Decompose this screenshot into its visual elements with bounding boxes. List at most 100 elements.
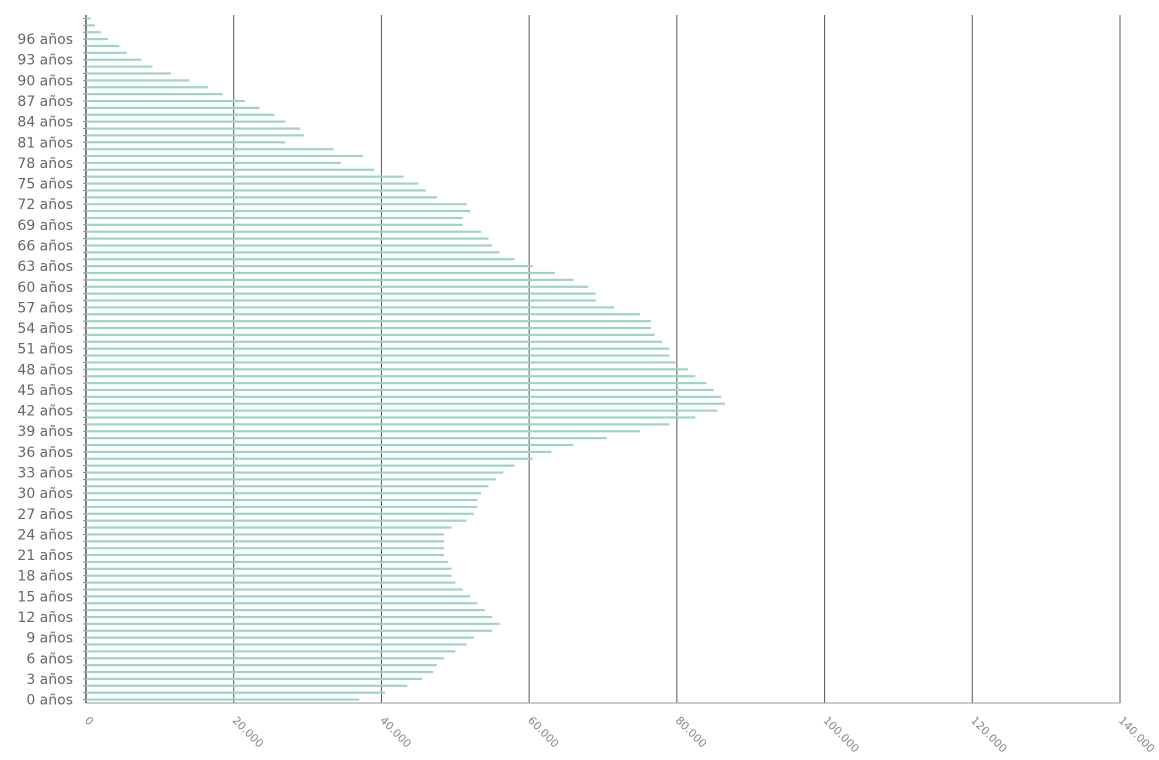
- bar: [86, 560, 448, 564]
- bar: [86, 657, 445, 660]
- bar: [86, 86, 208, 89]
- y-axis-labels: 0 años 3 años 6 años 9 años 12 años 15 años 18…: [17, 32, 73, 708]
- y-tick-label: 87 años: [17, 94, 73, 110]
- y-tick-label: 33 años: [17, 466, 73, 482]
- bar: [86, 65, 153, 68]
- bar: [86, 629, 493, 632]
- x-tick-label: 60.000: [525, 714, 561, 750]
- bar: [86, 113, 275, 116]
- bar: [86, 106, 260, 109]
- bar: [86, 636, 474, 639]
- bar: [86, 595, 471, 598]
- bar: [86, 285, 589, 288]
- bar: [86, 258, 515, 261]
- y-tick-label: 6 años: [26, 651, 73, 667]
- bar: [86, 533, 445, 536]
- y-tick-label: 69 años: [17, 218, 73, 234]
- bar: [86, 381, 707, 385]
- bar: [86, 416, 696, 419]
- bar: [86, 691, 386, 694]
- y-tick-label: 48 años: [17, 362, 73, 378]
- y-tick-label: 27 años: [17, 507, 73, 523]
- gridlines: [85, 15, 1121, 704]
- y-tick-label: 51 años: [17, 342, 73, 358]
- bar: [86, 175, 404, 178]
- bar: [86, 58, 142, 61]
- bar: [86, 492, 482, 495]
- bar: [86, 609, 485, 612]
- bar: [86, 251, 500, 254]
- y-tick-label: 3 años: [26, 672, 73, 688]
- x-tick-label: 80.000: [673, 714, 709, 750]
- bar: [86, 161, 341, 165]
- bar: [86, 134, 304, 137]
- y-tick-label: 12 años: [17, 610, 73, 626]
- y-tick-label: 36 años: [17, 445, 73, 461]
- bar: [86, 127, 301, 130]
- y-tick-label: 24 años: [17, 527, 73, 543]
- bar: [86, 306, 615, 309]
- bar: [86, 354, 670, 357]
- bar: [86, 402, 725, 405]
- bar: [86, 72, 171, 75]
- bar: [86, 31, 101, 34]
- y-tick-label: 45 años: [17, 383, 73, 399]
- y-tick-label: 9 años: [26, 631, 73, 647]
- y-tick-label: 30 años: [17, 486, 73, 502]
- bar: [86, 684, 408, 687]
- bar: [86, 17, 91, 20]
- y-tick-label: 21 años: [17, 548, 73, 564]
- bar: [86, 265, 533, 268]
- x-tick-label: 40.000: [377, 714, 413, 750]
- bar: [86, 168, 375, 171]
- bar: [86, 430, 640, 433]
- y-tick-label: 15 años: [17, 589, 73, 605]
- bar: [86, 203, 467, 206]
- bar: [86, 409, 718, 412]
- bar: [86, 313, 640, 316]
- bar: [86, 670, 434, 674]
- bar: [86, 615, 493, 619]
- y-tick-label: 39 años: [17, 424, 73, 440]
- bar: [86, 278, 574, 281]
- bar: [86, 120, 286, 123]
- y-tick-label: 84 años: [17, 115, 73, 131]
- bar: [86, 216, 463, 220]
- bar: [86, 464, 515, 467]
- bars: [83, 17, 725, 701]
- bar: [86, 271, 555, 275]
- x-tick-label: 120.000: [968, 714, 1009, 755]
- bar: [86, 602, 478, 605]
- bar: [86, 437, 607, 440]
- bar: [86, 498, 478, 502]
- bar: [86, 588, 463, 591]
- bar: [86, 44, 120, 48]
- bar: [86, 450, 552, 453]
- y-tick-label: 42 años: [17, 404, 73, 420]
- bar: [86, 326, 652, 330]
- x-tick-label: 100.000: [820, 714, 861, 755]
- x-tick-label: 20.000: [230, 714, 266, 750]
- bar: [86, 368, 688, 371]
- bar: [86, 347, 670, 350]
- bar: [86, 574, 452, 577]
- bar: [86, 457, 533, 460]
- bar: [86, 51, 127, 54]
- bar: [86, 209, 471, 213]
- bar: [86, 340, 663, 343]
- bar: [86, 698, 360, 701]
- bar: [86, 79, 190, 82]
- bar: [86, 99, 245, 103]
- x-tick-label: 140.000: [1116, 714, 1157, 755]
- bar: [86, 443, 574, 447]
- y-tick-label: 78 años: [17, 156, 73, 172]
- bar: [86, 677, 423, 681]
- bar: [86, 230, 482, 233]
- y-tick-label: 54 años: [17, 321, 73, 337]
- y-tick-label: 90 años: [17, 73, 73, 89]
- bar: [86, 388, 714, 392]
- y-tick-label: 57 años: [17, 300, 73, 316]
- bar: [86, 333, 655, 337]
- y-tick-label: 66 años: [17, 238, 73, 254]
- bar: [86, 299, 596, 302]
